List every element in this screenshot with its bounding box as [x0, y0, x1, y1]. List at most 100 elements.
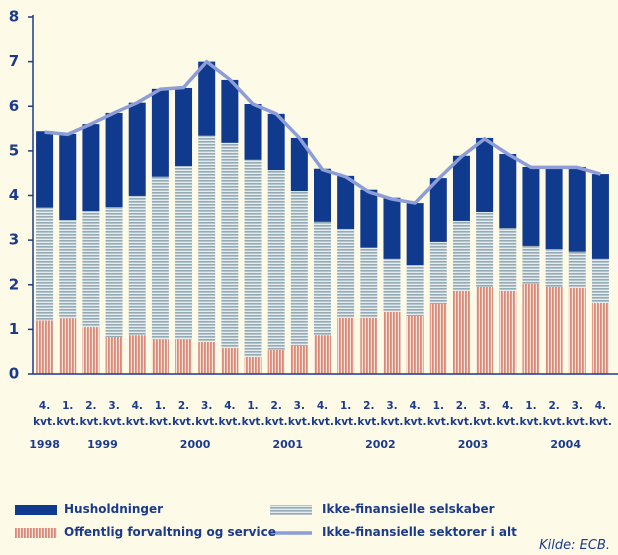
y-tick-label: 5 — [9, 141, 19, 159]
legend-label: Husholdninger — [64, 502, 164, 516]
bar-segment — [591, 174, 609, 259]
y-tick-label: 7 — [9, 52, 19, 70]
bar-segment — [244, 104, 262, 160]
bar-segment — [82, 211, 100, 328]
bar-segment — [290, 345, 308, 374]
bar-segment — [175, 166, 193, 340]
legend-label: Ikke-finansielle selskaber — [322, 502, 495, 516]
bar-segment — [499, 153, 517, 229]
x-tick-label: 2. kvt. — [79, 400, 103, 428]
x-tick-label: 1. kvt. — [519, 400, 543, 428]
bar-segment — [82, 124, 100, 212]
bar-segment — [151, 339, 169, 374]
bar-segment — [175, 87, 193, 167]
bar-segment — [151, 88, 169, 177]
bar-segment — [499, 290, 517, 374]
x-tick-label: 4. kvt. — [33, 400, 56, 428]
x-tick-label: 2. kvt. — [542, 400, 566, 428]
legend-swatch — [15, 528, 57, 538]
bar-segment — [429, 178, 447, 242]
bar-segment — [568, 251, 586, 288]
y-tick-label: 1 — [9, 320, 19, 338]
bar-segment — [59, 318, 77, 374]
x-tick-label: 3. kvt. — [473, 400, 497, 428]
bar-segment — [522, 245, 540, 284]
bar-segment — [314, 335, 331, 374]
x-tick-label: 4. kvt. — [125, 400, 149, 428]
bar-segment — [267, 349, 285, 374]
bar-segment — [151, 176, 169, 340]
bar-segment — [545, 286, 563, 374]
bar-segment — [105, 112, 123, 208]
bar-segment — [128, 335, 146, 374]
bar-segment — [175, 339, 193, 374]
bar-segment — [244, 357, 262, 374]
bar-segment — [244, 159, 262, 358]
x-tick-label: 3. kvt. — [380, 400, 404, 428]
bar-segment — [429, 241, 447, 304]
bar-segment — [198, 61, 216, 136]
bar-segment — [290, 137, 308, 192]
bar-segment — [452, 155, 470, 221]
x-tick-label: 1. kvt. — [334, 400, 358, 428]
bar-segment — [337, 175, 355, 229]
x-tick-label: 4. kvt. — [496, 400, 520, 428]
bar-segment — [36, 320, 54, 374]
bar-segment — [59, 220, 77, 319]
bar-segment — [429, 303, 447, 374]
bar-segment — [452, 220, 470, 291]
x-tick-label: 3. kvt. — [195, 400, 219, 428]
legend-swatch — [15, 505, 57, 515]
y-tick-label: 4 — [9, 186, 19, 204]
legend-swatch — [270, 505, 312, 515]
x-tick-label: 2. kvt. — [264, 400, 288, 428]
x-tick-label: 4. kvt. — [403, 400, 427, 428]
bar-segment — [128, 195, 146, 336]
y-tick-label: 8 — [9, 8, 19, 26]
bar-segment — [406, 203, 424, 266]
source-note: Kilde: ECB. — [539, 538, 610, 553]
x-tick-label: 4. kvt. — [588, 400, 612, 428]
year-label: 2002 — [365, 438, 396, 451]
bar-segment — [383, 197, 401, 259]
bar-segment — [337, 317, 355, 374]
bar-segment — [406, 315, 424, 374]
bar-segment — [568, 287, 586, 374]
year-label: 2001 — [272, 438, 304, 451]
bar-segment — [198, 135, 216, 342]
x-tick-label: 3. kvt. — [287, 400, 311, 428]
y-tick-label: 0 — [9, 365, 19, 383]
bar-segment — [452, 290, 470, 374]
year-label: 2000 — [179, 438, 211, 451]
x-tick-label: 3. kvt. — [565, 400, 589, 428]
x-tick-label: 1. kvt. — [241, 400, 265, 428]
year-label: 1999 — [87, 438, 118, 451]
bar-segment — [568, 166, 586, 252]
bar-segment — [360, 247, 378, 318]
y-tick-label: 6 — [9, 97, 19, 115]
bar-segment — [383, 258, 401, 312]
bar-segment — [221, 79, 239, 143]
bar-segment — [105, 207, 123, 337]
x-tick-label: 1. kvt. — [148, 400, 172, 428]
bar-segment — [314, 221, 331, 336]
year-label: 1998 — [29, 438, 60, 451]
bar-segment — [198, 341, 216, 374]
bar-segment — [105, 336, 123, 374]
bar-segment — [36, 131, 54, 208]
bar-segment — [499, 228, 517, 291]
bar-segment — [221, 348, 239, 374]
bar-segment — [522, 166, 540, 246]
x-tick-label: 2. kvt. — [172, 400, 195, 428]
legend-label: Ikke-finansielle sektorer i alt — [322, 525, 517, 539]
bar-segment — [128, 102, 146, 196]
bar-segment — [360, 189, 378, 248]
bar-segment — [383, 311, 401, 374]
legend-label: Offentlig forvaltning og service — [64, 525, 276, 539]
bar-segment — [36, 207, 54, 321]
bar-segment — [82, 327, 100, 374]
bar-segment — [476, 137, 494, 213]
bar-segment — [476, 212, 494, 287]
